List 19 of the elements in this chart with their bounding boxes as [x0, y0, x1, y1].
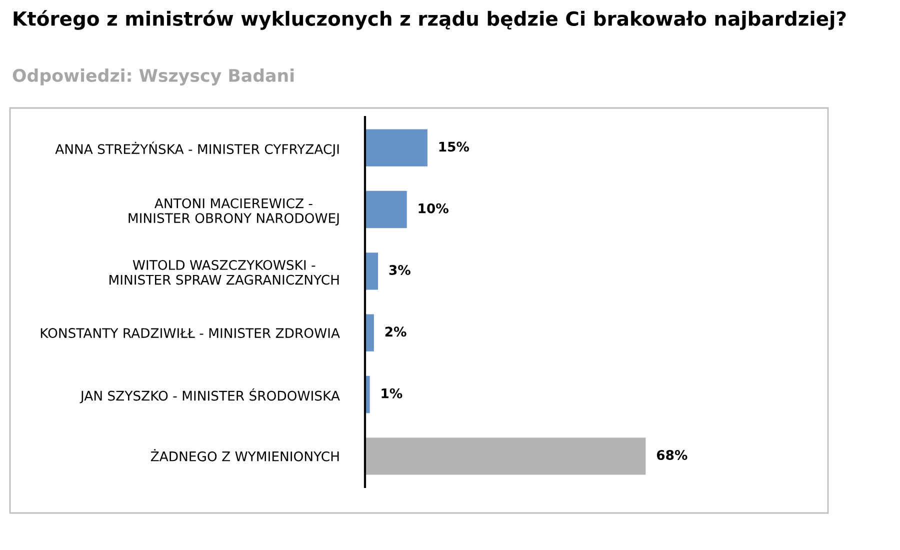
- y-tick-label: WITOLD WASZCZYKOWSKI - MINISTER SPRAW ZAGRANICZNYCH: [110, 260, 339, 285]
- y-tick-label: ŻADNEGO Z WYMIENIONYCH: [150, 449, 339, 462]
- text: Odpowiedzi: Wszyscy Badani: [12, 68, 294, 86]
- y-tick-label: ANNA STREŻYŃSKA - MINISTER CYFRYZACJI: [55, 142, 339, 157]
- bar: [365, 314, 374, 352]
- data-label: 2%: [385, 326, 406, 337]
- y-tick-label: ANTONI MACIEREWICZ - MINISTER OBRONY NARODOWEJ: [128, 198, 339, 226]
- y-tick-label: JAN SZYSZKO - MINISTER ŚRODOWISKA: [80, 388, 340, 404]
- data-label: 68%: [656, 450, 688, 460]
- chart-title: Którego z ministrów wykluczonych z rządu będzie Ci brakowało najbardziej?: [14, 10, 846, 30]
- bar: [365, 252, 378, 290]
- bar: [365, 438, 646, 475]
- data-label: 10%: [418, 203, 448, 214]
- data-label: 15%: [439, 142, 470, 152]
- data-label: 1%: [382, 388, 402, 398]
- bar: [365, 190, 407, 228]
- data-label: 3%: [389, 265, 410, 275]
- y-tick-label: KONSTANTY RADZIWIŁŁ - MINISTER ZDROWIA: [40, 328, 340, 338]
- bar: [365, 129, 428, 166]
